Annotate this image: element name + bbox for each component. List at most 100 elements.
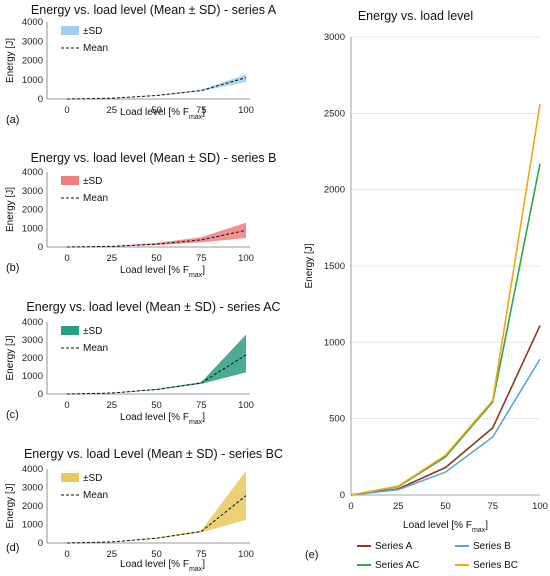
- legend-sd-swatch: [61, 26, 79, 35]
- panel-c: Energy vs. load level (Mean ± SD) - seri…: [5, 300, 281, 426]
- x-axis-label: Load level [% Fmax]: [120, 559, 205, 573]
- legend-sd-label: ±SD: [83, 473, 102, 484]
- legend-label: Series AC: [375, 560, 419, 571]
- legend-mean-label: Mean: [83, 193, 108, 204]
- y-tick-label: 0: [38, 242, 43, 253]
- y-tick-label: 2500: [324, 108, 345, 119]
- y-tick-label: 2000: [22, 205, 43, 216]
- y-tick-label: 0: [38, 538, 43, 549]
- y-axis-label: Energy [J]: [5, 483, 16, 528]
- legend-label: Series B: [473, 541, 511, 552]
- x-tick-label: 25: [393, 501, 404, 512]
- x-axis-label-main: Load level [% F: [120, 412, 189, 423]
- legend-sd-label: ±SD: [83, 176, 102, 187]
- x-axis-label: Load level [% Fmax]: [120, 265, 205, 279]
- y-tick-label: 2000: [22, 501, 43, 512]
- panel-d: Energy vs. load Level (Mean ± SD) - seri…: [5, 447, 283, 573]
- chart-title: Energy vs. load level (Mean ± SD) - seri…: [26, 300, 280, 314]
- y-tick-label: 4000: [22, 167, 43, 178]
- x-axis-label-end: ]: [202, 559, 205, 570]
- y-tick-label: 2000: [324, 185, 345, 196]
- legend-label: Series A: [375, 541, 413, 552]
- y-tick-label: 3000: [324, 32, 345, 43]
- x-axis-label: Load level [% Fmax]: [120, 107, 205, 121]
- y-tick-label: 4000: [22, 317, 43, 328]
- legend-mean-label: Mean: [83, 490, 108, 501]
- x-axis-label: Load level [% Fmax]: [403, 520, 488, 534]
- y-tick-label: 1000: [22, 223, 43, 234]
- y-tick-label: 500: [329, 414, 345, 425]
- x-axis-label-main: Load level [% F: [403, 520, 472, 531]
- legend-sd-label: ±SD: [83, 26, 102, 37]
- chart-title: Energy vs. load level (Mean ± SD) - seri…: [31, 151, 277, 165]
- panel-e: Energy vs. load level0500100015002000250…: [304, 9, 548, 571]
- mean-line: [66, 77, 247, 100]
- y-tick-label: 0: [38, 389, 43, 400]
- x-tick-label: 0: [348, 501, 353, 512]
- y-tick-label: 3000: [22, 335, 43, 346]
- x-tick-label: 75: [196, 105, 207, 116]
- x-tick-label: 100: [238, 253, 254, 264]
- x-axis-label-end: ]: [485, 520, 488, 531]
- x-tick-label: 100: [238, 105, 254, 116]
- y-tick-label: 3000: [22, 483, 43, 494]
- y-tick-label: 2000: [22, 353, 43, 364]
- chart-title: Energy vs. load Level (Mean ± SD) - seri…: [24, 447, 283, 461]
- x-tick-label: 25: [106, 400, 117, 411]
- y-tick-label: 1500: [324, 261, 345, 272]
- x-tick-label: 50: [151, 105, 162, 116]
- panel-label: (e): [305, 549, 318, 561]
- legend-sd-swatch: [61, 473, 79, 482]
- panel-label: (d): [6, 542, 19, 554]
- panel-label: (a): [6, 114, 19, 126]
- x-tick-label: 75: [196, 400, 207, 411]
- legend-sd-label: ±SD: [83, 326, 102, 337]
- x-tick-label: 50: [151, 253, 162, 264]
- series-line: [350, 358, 541, 496]
- y-axis-label: Energy [J]: [304, 243, 315, 288]
- x-tick-label: 75: [196, 549, 207, 560]
- x-tick-label: 100: [238, 549, 254, 560]
- x-axis-label-main: Load level [% F: [120, 559, 189, 570]
- panel-b: Energy vs. load level (Mean ± SD) - seri…: [5, 151, 276, 279]
- y-tick-label: 4000: [22, 17, 43, 28]
- legend-sd-swatch: [61, 326, 79, 335]
- x-tick-label: 0: [64, 105, 69, 116]
- x-axis-label-sub: max: [189, 419, 203, 426]
- x-axis-label-sub: max: [189, 272, 203, 279]
- x-tick-label: 25: [106, 549, 117, 560]
- x-tick-label: 100: [532, 501, 548, 512]
- series-line: [350, 325, 541, 496]
- y-tick-label: 0: [38, 94, 43, 105]
- x-tick-label: 0: [64, 400, 69, 411]
- x-tick-label: 0: [64, 549, 69, 560]
- x-tick-label: 25: [106, 105, 117, 116]
- x-axis-label-sub: max: [189, 566, 203, 573]
- y-tick-label: 3000: [22, 36, 43, 47]
- x-axis-label-main: Load level [% F: [120, 107, 189, 118]
- x-tick-label: 25: [106, 253, 117, 264]
- sd-band: [67, 222, 246, 247]
- chart-title: Energy vs. load level (Mean ± SD) - seri…: [31, 3, 277, 17]
- y-axis-label: Energy [J]: [5, 187, 16, 232]
- y-tick-label: 1000: [324, 337, 345, 348]
- x-axis-label: Load level [% Fmax]: [120, 412, 205, 426]
- x-tick-label: 100: [238, 400, 254, 411]
- y-axis-label: Energy [J]: [5, 335, 16, 380]
- sd-band: [67, 74, 246, 99]
- legend-mean-label: Mean: [83, 43, 108, 54]
- y-tick-label: 4000: [22, 464, 43, 475]
- x-tick-label: 50: [151, 549, 162, 560]
- y-tick-label: 1000: [22, 520, 43, 531]
- x-tick-label: 75: [196, 253, 207, 264]
- legend-label: Series BC: [473, 560, 518, 571]
- y-tick-label: 1000: [22, 371, 43, 382]
- x-tick-label: 50: [151, 400, 162, 411]
- legend-sd-swatch: [61, 176, 79, 185]
- x-tick-label: 75: [487, 501, 498, 512]
- mean-line: [66, 354, 247, 395]
- legend-mean-label: Mean: [83, 343, 108, 354]
- y-axis-label: Energy [J]: [5, 38, 16, 83]
- y-tick-label: 0: [340, 490, 345, 501]
- y-tick-label: 3000: [22, 186, 43, 197]
